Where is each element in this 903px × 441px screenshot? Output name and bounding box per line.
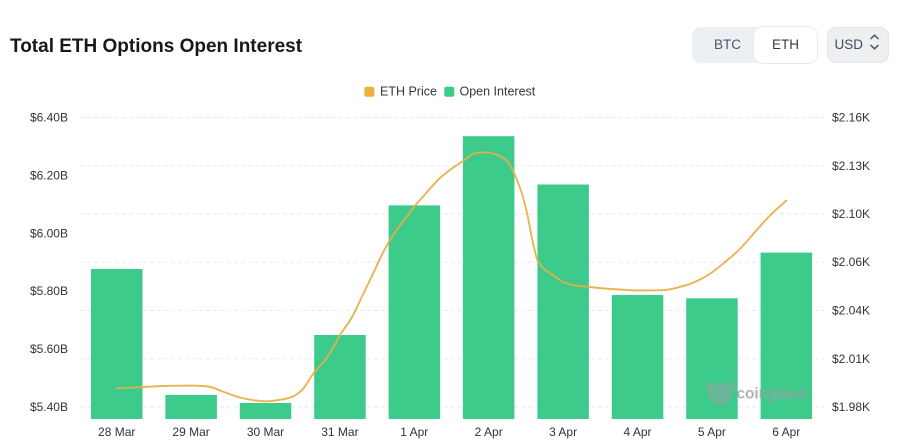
svg-text:30 Mar: 30 Mar [247,425,284,439]
svg-text:$2.13K: $2.13K [832,159,870,173]
svg-text:$5.40B: $5.40B [30,400,68,414]
svg-text:1 Apr: 1 Apr [400,425,428,439]
svg-text:$6.20B: $6.20B [30,168,68,182]
svg-text:coinglass: coinglass [737,386,808,403]
svg-text:$2.04K: $2.04K [832,304,870,318]
svg-text:3 Apr: 3 Apr [549,425,577,439]
svg-text:$2.10K: $2.10K [832,207,870,221]
svg-text:4 Apr: 4 Apr [623,425,651,439]
svg-text:2 Apr: 2 Apr [475,425,503,439]
svg-text:28 Mar: 28 Mar [98,425,135,439]
svg-text:Open Interest: Open Interest [460,85,536,99]
svg-text:$1.98K: $1.98K [832,400,870,414]
svg-text:$5.60B: $5.60B [30,342,68,356]
svg-text:6 Apr: 6 Apr [772,425,800,439]
svg-text:$2.01K: $2.01K [832,352,870,366]
svg-text:5 Apr: 5 Apr [698,425,726,439]
svg-text:$6.40B: $6.40B [30,111,68,125]
svg-text:$5.80B: $5.80B [30,284,68,298]
svg-text:ETH Price: ETH Price [380,85,437,99]
svg-text:$6.00B: $6.00B [30,226,68,240]
svg-text:31 Mar: 31 Mar [321,425,358,439]
svg-text:29 Mar: 29 Mar [172,425,209,439]
svg-text:$2.06K: $2.06K [832,255,870,269]
svg-text:$2.16K: $2.16K [832,111,870,125]
